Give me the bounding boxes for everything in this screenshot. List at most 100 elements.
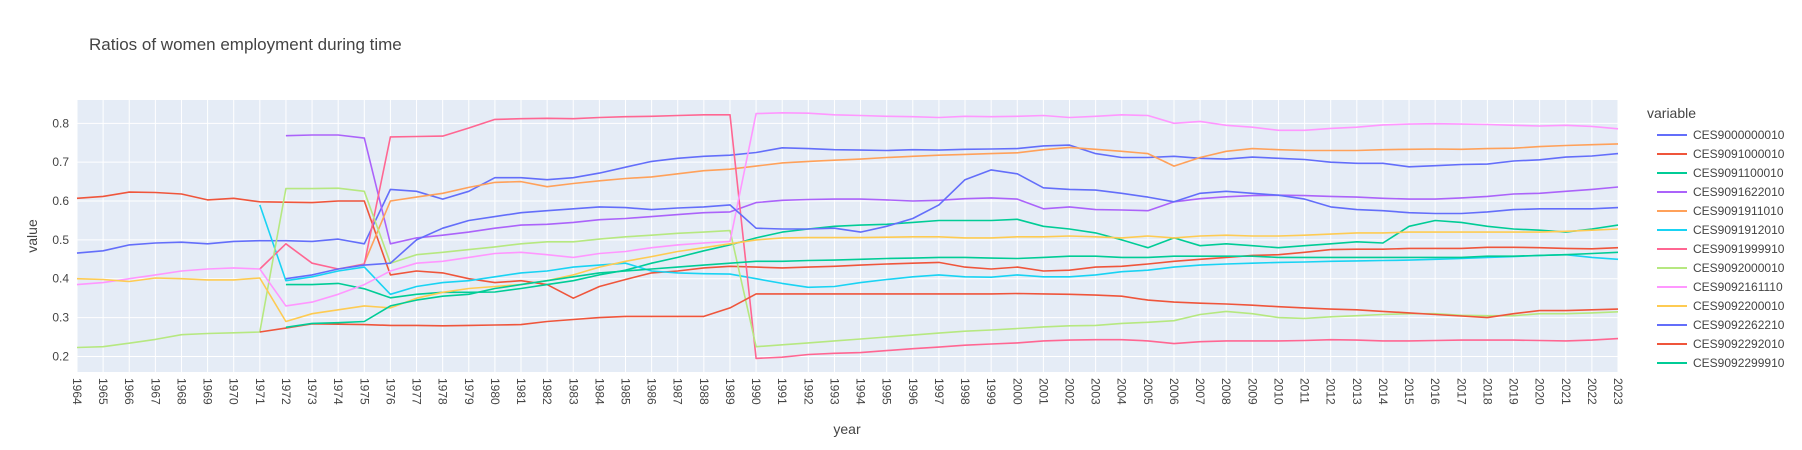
gridlines bbox=[76, 100, 1619, 372]
x-tick-label: 1986 bbox=[645, 378, 659, 405]
x-tick-label: 1994 bbox=[854, 378, 868, 405]
x-axis-title: year bbox=[833, 421, 861, 437]
legend-item-label[interactable]: CES9092292010 bbox=[1693, 337, 1785, 351]
legend-title: variable bbox=[1647, 105, 1696, 121]
series-line bbox=[285, 169, 1619, 280]
legend-item-label[interactable]: CES9091622010 bbox=[1693, 185, 1785, 199]
x-tick-label: 2008 bbox=[1219, 378, 1233, 405]
x-tick-label: 1982 bbox=[540, 378, 554, 405]
legend-item-label[interactable]: CES9092262210 bbox=[1693, 318, 1785, 332]
x-tick-label: 1973 bbox=[305, 378, 319, 405]
legend-item-label[interactable]: CES9092000010 bbox=[1693, 261, 1785, 275]
x-tick-label: 1999 bbox=[984, 378, 998, 405]
chart-title: Ratios of women employment during time bbox=[89, 35, 402, 54]
y-tick-label: 0.7 bbox=[52, 155, 69, 169]
series-line bbox=[76, 144, 1619, 254]
series-line bbox=[76, 191, 1619, 299]
x-tick-label: 1997 bbox=[932, 378, 946, 405]
series-line bbox=[76, 112, 1619, 307]
x-tick-label: 2003 bbox=[1089, 378, 1103, 405]
legend-item-label[interactable]: CES9092299910 bbox=[1693, 356, 1785, 370]
series-line bbox=[259, 204, 1619, 296]
x-tick-label: 1989 bbox=[723, 378, 737, 405]
series-line bbox=[76, 228, 1619, 323]
legend-item-label[interactable]: CES9091912010 bbox=[1693, 223, 1785, 237]
series-group bbox=[76, 112, 1619, 360]
legend-item-label[interactable]: CES9000000010 bbox=[1693, 128, 1785, 142]
x-tick-label: 1970 bbox=[227, 378, 241, 405]
x-tick-label: 2001 bbox=[1036, 378, 1050, 405]
x-tick-label: 1964 bbox=[70, 378, 84, 405]
x-tick-label: 1977 bbox=[410, 378, 424, 405]
x-tick-label: 1965 bbox=[96, 378, 110, 405]
legend-item-label[interactable]: CES9091999910 bbox=[1693, 242, 1785, 256]
x-tick-label: 2004 bbox=[1115, 378, 1129, 405]
x-tick-label: 2018 bbox=[1480, 378, 1494, 405]
series-line bbox=[259, 292, 1619, 333]
x-tick-label: 1971 bbox=[253, 378, 267, 405]
x-tick-label: 1976 bbox=[383, 378, 397, 405]
x-tick-label: 1967 bbox=[148, 378, 162, 405]
series-line bbox=[285, 134, 1619, 245]
x-axis-ticks: 1964 1965 1966 1967 1968 1969 1970 1971 1972 1973… bbox=[70, 378, 1625, 405]
x-tick-label: 2021 bbox=[1559, 378, 1573, 405]
y-tick-label: 0.4 bbox=[52, 272, 69, 286]
legend-item-label[interactable]: CES9092161110 bbox=[1693, 280, 1783, 294]
series-line bbox=[285, 218, 1619, 299]
y-axis-title: value bbox=[24, 219, 40, 253]
legend-item-label[interactable]: CES9091911010 bbox=[1693, 204, 1784, 218]
legend-item-label[interactable]: CES9092200010 bbox=[1693, 299, 1785, 313]
y-axis-ticks: 0.2 0.3 0.4 0.5 0.6 0.7 0.8 bbox=[52, 116, 69, 363]
x-tick-label: 1983 bbox=[566, 378, 580, 405]
y-tick-label: 0.6 bbox=[52, 194, 69, 208]
x-tick-label: 1980 bbox=[488, 378, 502, 405]
x-tick-label: 1988 bbox=[697, 378, 711, 405]
x-tick-label: 2011 bbox=[1298, 378, 1312, 404]
x-tick-label: 2015 bbox=[1402, 378, 1416, 405]
x-tick-label: 1975 bbox=[357, 378, 371, 405]
series-line bbox=[259, 114, 1619, 360]
x-tick-label: 1966 bbox=[122, 378, 136, 405]
legend-item-label[interactable]: CES9091100010 bbox=[1693, 166, 1784, 180]
x-tick-label: 2013 bbox=[1350, 378, 1364, 405]
x-tick-label: 2020 bbox=[1533, 378, 1547, 405]
y-tick-label: 0.5 bbox=[52, 233, 69, 247]
x-tick-label: 1985 bbox=[618, 378, 632, 405]
x-tick-label: 2017 bbox=[1454, 378, 1468, 405]
x-tick-label: 2002 bbox=[1063, 378, 1077, 405]
x-tick-label: 1981 bbox=[514, 378, 528, 405]
x-tick-label: 1996 bbox=[906, 378, 920, 405]
series-line bbox=[363, 143, 1619, 264]
x-tick-label: 2022 bbox=[1585, 378, 1599, 405]
x-tick-label: 1995 bbox=[880, 378, 894, 405]
x-tick-label: 2006 bbox=[1167, 378, 1181, 405]
x-tick-label: 1978 bbox=[436, 378, 450, 405]
x-tick-label: 1974 bbox=[331, 378, 345, 405]
x-tick-label: 2016 bbox=[1428, 378, 1442, 405]
x-tick-label: 2009 bbox=[1245, 378, 1259, 405]
x-tick-label: 1991 bbox=[775, 378, 789, 405]
x-tick-label: 1993 bbox=[827, 378, 841, 405]
legend: CES9000000010 CES9091000010 CES9091100010 C… bbox=[1657, 128, 1785, 370]
x-tick-label: 1987 bbox=[671, 378, 685, 405]
x-tick-label: 2014 bbox=[1376, 378, 1390, 405]
y-tick-label: 0.3 bbox=[52, 311, 69, 325]
x-tick-label: 2019 bbox=[1507, 378, 1521, 405]
x-tick-label: 1998 bbox=[958, 378, 972, 405]
x-tick-label: 2000 bbox=[1010, 378, 1024, 405]
y-tick-label: 0.2 bbox=[52, 349, 69, 363]
x-tick-label: 1972 bbox=[279, 378, 293, 405]
legend-item-label[interactable]: CES9091000010 bbox=[1693, 147, 1785, 161]
x-tick-label: 1990 bbox=[749, 378, 763, 405]
plot-area bbox=[77, 100, 1618, 372]
x-tick-label: 1979 bbox=[462, 378, 476, 405]
series-line bbox=[285, 251, 1619, 329]
x-tick-label: 1968 bbox=[174, 378, 188, 405]
x-tick-label: 2005 bbox=[1141, 378, 1155, 405]
x-tick-label: 1969 bbox=[201, 378, 215, 405]
x-tick-label: 2010 bbox=[1271, 378, 1285, 405]
x-tick-label: 2012 bbox=[1324, 378, 1338, 405]
series-line bbox=[76, 187, 1619, 349]
x-tick-label: 2007 bbox=[1193, 378, 1207, 405]
